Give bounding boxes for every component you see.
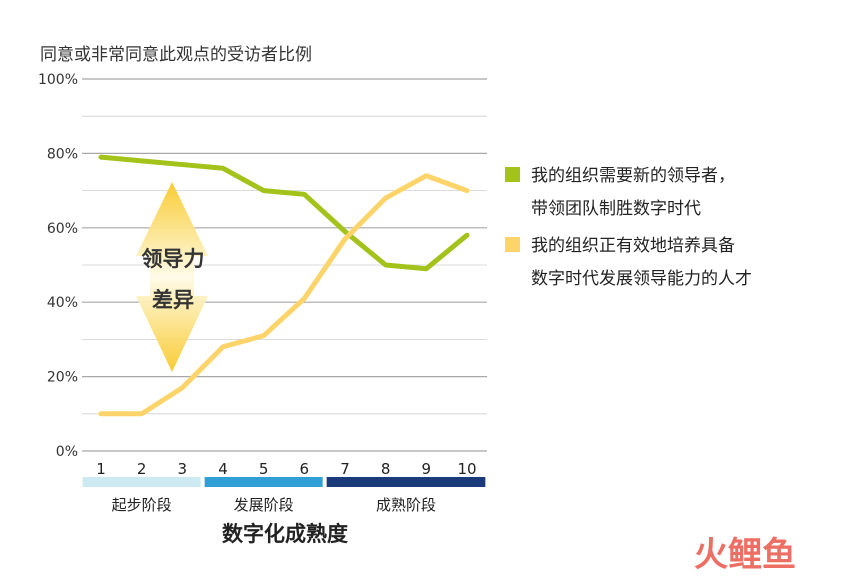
stage-label: 成熟阶段 [376, 496, 436, 514]
x-tick-label: 9 [422, 460, 432, 478]
data-point [302, 192, 306, 196]
data-point [262, 334, 266, 338]
data-point [262, 189, 266, 193]
x-tick-label: 10 [457, 460, 476, 478]
grid [82, 78, 487, 452]
x-tick-label: 6 [300, 460, 310, 478]
data-point [384, 263, 388, 267]
data-point [99, 155, 103, 159]
y-tick-label: 40% [47, 295, 78, 311]
x-tick-label: 3 [178, 460, 188, 478]
annotation-line-2: 差异 [152, 288, 194, 312]
data-point [384, 196, 388, 200]
gap-annotation: 领导力 差异 [136, 182, 208, 372]
y-tick-label: 100% [38, 72, 78, 88]
data-point [343, 237, 347, 241]
legend-item-series-1: 我的组织需要新的领导者， 带领团队制胜数字时代 [505, 160, 835, 226]
y-tick-label: 60% [47, 221, 78, 237]
gap-arrow-icon [136, 182, 208, 372]
stage-band [326, 477, 486, 487]
legend-label: 数字时代发展领导能力的人才 [531, 269, 752, 289]
legend-item-series-2: 我的组织正有效地培养具备 数字时代发展领导能力的人才 [505, 230, 835, 296]
data-point [221, 345, 225, 349]
data-point [140, 412, 144, 416]
x-axis: 1 2 3 4 5 6 7 8 9 10 [96, 460, 476, 478]
x-tick-label: 8 [381, 460, 391, 478]
y-axis: 0% 20% 40% 60% 80% 100% [38, 72, 78, 460]
data-point [221, 166, 225, 170]
x-tick-label: 1 [96, 460, 106, 478]
series [98, 154, 470, 417]
watermark: 火鲤鱼 [694, 535, 796, 575]
legend-swatch-yellow [505, 237, 520, 252]
legend-swatch-green [505, 167, 520, 182]
data-point [180, 163, 184, 167]
legend-label: 我的组织需要新的领导者， [531, 166, 735, 186]
y-tick-label: 80% [47, 146, 78, 162]
data-point [343, 230, 347, 234]
legend-label: 我的组织正有效地培养具备 [531, 236, 735, 256]
x-axis-label: 数字化成熟度 [222, 522, 348, 546]
data-point [140, 159, 144, 163]
chart-title: 同意或非常同意此观点的受访者比例 [40, 45, 312, 65]
legend: 我的组织需要新的领导者， 带领团队制胜数字时代 我的组织正有效地培养具备 数字时… [505, 160, 835, 300]
stage-band [204, 477, 323, 487]
stage-label: 发展阶段 [234, 496, 294, 514]
data-point [424, 267, 428, 271]
data-point [99, 412, 103, 416]
x-tick-label: 7 [340, 460, 350, 478]
data-point [465, 189, 469, 193]
data-point [465, 233, 469, 237]
y-tick-label: 0% [56, 444, 78, 460]
x-tick-label: 2 [137, 460, 147, 478]
series-line-1 [98, 154, 470, 272]
stage-bands: 起步阶段 发展阶段 成熟阶段 [82, 477, 486, 514]
series-line-2 [98, 173, 470, 417]
stage-label: 起步阶段 [112, 496, 172, 514]
data-point [180, 386, 184, 390]
legend-label: 带领团队制胜数字时代 [531, 199, 701, 219]
y-tick-label: 20% [47, 370, 78, 386]
data-point [302, 296, 306, 300]
data-point [424, 174, 428, 178]
x-tick-label: 5 [259, 460, 269, 478]
x-tick-label: 4 [218, 460, 228, 478]
stage-band [82, 477, 201, 487]
annotation-line-1: 领导力 [142, 247, 205, 271]
